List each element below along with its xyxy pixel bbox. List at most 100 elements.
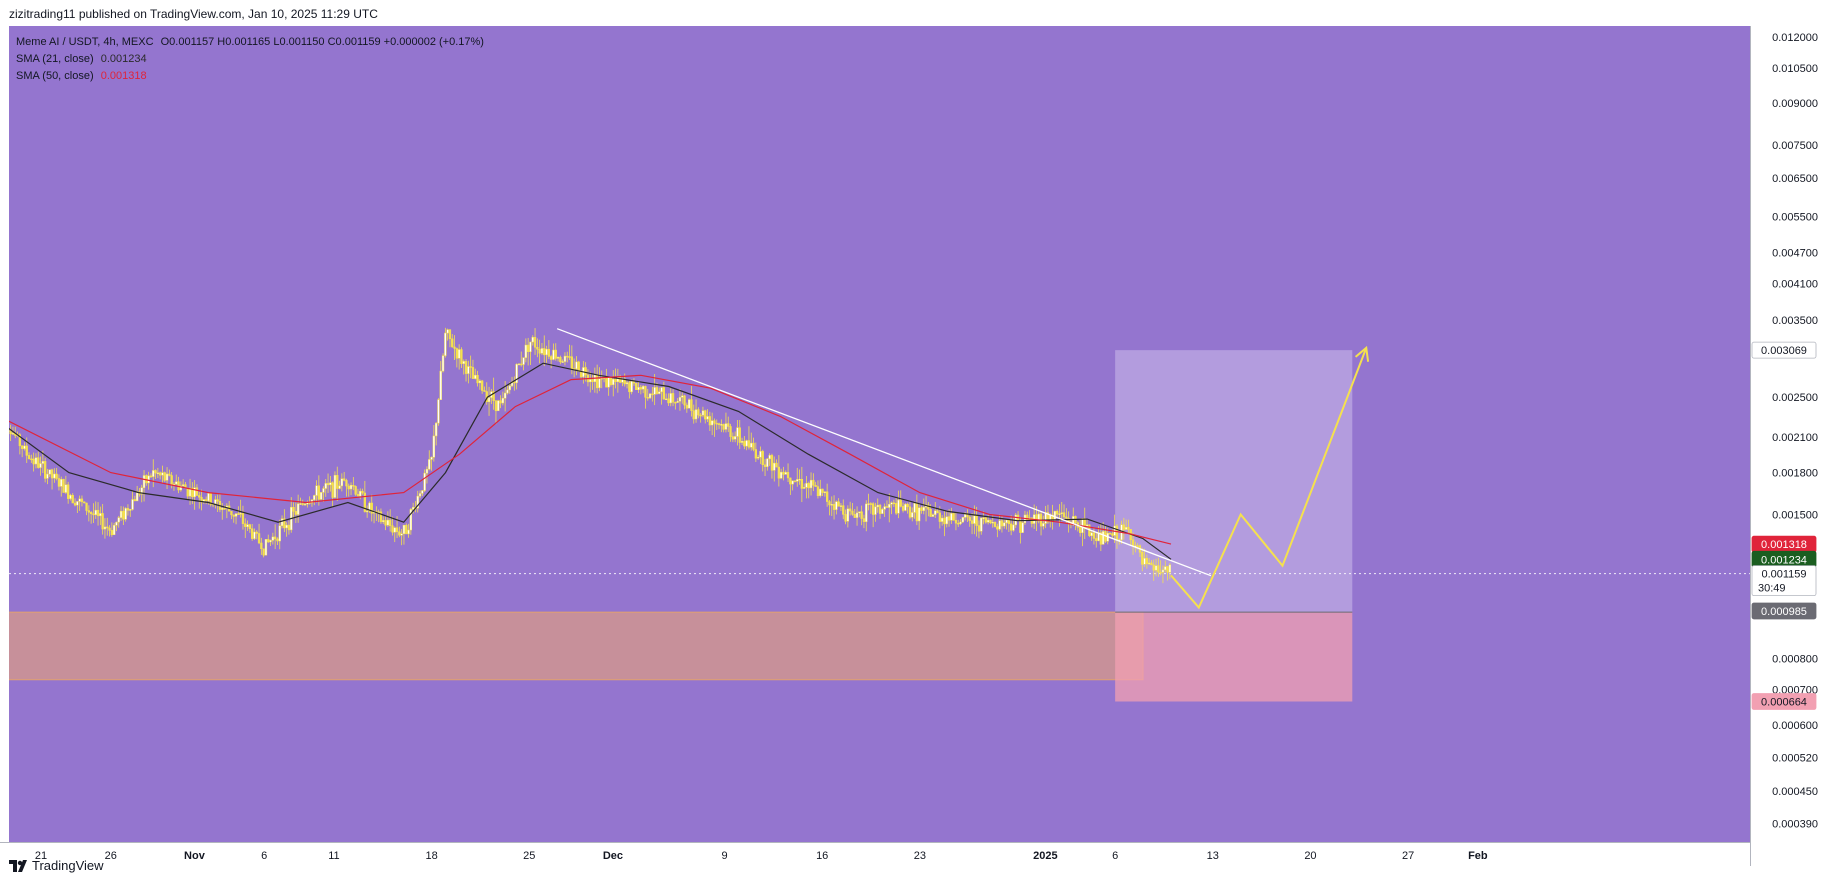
candle-body: [653, 387, 656, 395]
candle-body: [179, 485, 182, 491]
price-tick-label: 0.000520: [1772, 753, 1818, 765]
candle-body: [913, 503, 916, 513]
candle-body: [639, 387, 643, 390]
price-tick-label: 0.000600: [1772, 720, 1818, 732]
candle-body: [471, 367, 475, 379]
candle-body: [980, 517, 983, 532]
sma21-legend[interactable]: SMA (21, close) 0.001234: [16, 51, 484, 68]
candle-body: [908, 506, 912, 518]
candle-body: [232, 514, 235, 517]
time-axis[interactable]: 21 26 Nov 6 11 18 25 Dec 9 16 23 2025 6 13 20 27 Feb: [0, 842, 1750, 867]
candle-body: [697, 409, 700, 416]
candle-body: [559, 356, 562, 363]
price-tick-label: 0.009000: [1772, 98, 1818, 110]
candle-body: [547, 348, 551, 357]
candle-body: [750, 442, 753, 448]
target-zone: [1115, 350, 1353, 613]
sma50-value: 0.001318: [100, 70, 147, 82]
candle-body: [876, 504, 879, 508]
candle-body: [1044, 512, 1047, 524]
candle-body: [1037, 513, 1040, 522]
candle-body: [336, 475, 339, 489]
chart-plot-area[interactable]: [9, 26, 1750, 842]
candle-body: [400, 533, 403, 536]
price-axis[interactable]: 0.012000 0.010500 0.009000 0.007500 0.006500…: [1750, 26, 1835, 842]
candle-body: [957, 522, 960, 525]
candle-body: [793, 480, 797, 483]
time-tick-label: 25: [523, 850, 535, 862]
candle-body: [384, 520, 387, 526]
price-badge-label: 0.000664: [1761, 696, 1807, 708]
candle-body: [550, 356, 553, 360]
candle-body: [294, 511, 298, 515]
candle-body: [1150, 562, 1153, 566]
candle-body: [869, 503, 873, 505]
candle-body: [393, 527, 396, 533]
candle-body: [738, 427, 741, 443]
candle-body: [322, 488, 325, 493]
symbol-name[interactable]: Meme AI / USDT, 4h, MEXC: [16, 36, 154, 48]
candle-body: [285, 524, 288, 529]
candle-body: [409, 509, 413, 531]
candle-body: [814, 485, 817, 487]
candle-body: [1012, 524, 1015, 531]
candle-body: [1003, 522, 1006, 527]
candle-body: [453, 346, 456, 349]
candle-body: [987, 519, 990, 523]
candle-body: [230, 510, 233, 516]
candle-body: [706, 416, 709, 420]
candle-body: [248, 524, 251, 529]
candle-body: [313, 495, 316, 501]
candle-body: [117, 517, 120, 523]
candle-body: [842, 505, 845, 515]
candle-body: [858, 511, 861, 514]
candle-body: [556, 356, 560, 359]
candle-body: [982, 517, 985, 519]
candle-body: [395, 527, 399, 533]
candle-body: [119, 510, 123, 518]
candle-body: [205, 499, 208, 502]
candle-body: [140, 487, 143, 495]
candle-body: [251, 528, 254, 539]
candle-body: [458, 349, 461, 359]
candle-body: [287, 524, 291, 531]
price-badge: [1751, 602, 1817, 620]
candle-body: [53, 473, 56, 479]
candle-body: [57, 478, 61, 487]
candle-body: [959, 521, 962, 525]
time-tick-label: Nov: [184, 850, 206, 862]
candle-body: [1127, 527, 1130, 530]
candle-body: [678, 397, 682, 402]
candle-body: [777, 466, 781, 479]
candle-body: [683, 395, 686, 406]
candle-body: [439, 370, 442, 400]
candle-body: [326, 483, 330, 486]
candle-body: [941, 517, 944, 522]
candle-body: [1159, 571, 1162, 574]
candle-body: [34, 457, 38, 465]
candle-body: [904, 504, 907, 511]
candle-body: [221, 507, 224, 510]
candle-body: [977, 525, 981, 532]
candle-body: [563, 355, 567, 362]
candle-body: [543, 348, 546, 356]
candle-body: [101, 513, 104, 530]
candle-body: [1090, 532, 1093, 536]
candle-body: [945, 516, 948, 525]
candle-body: [757, 456, 760, 459]
price-chart[interactable]: [9, 26, 1750, 842]
sma50-legend[interactable]: SMA (50, close) 0.001318: [16, 68, 484, 85]
time-tick-label: 18: [425, 850, 437, 862]
price-badge: [1751, 341, 1817, 359]
candle-body: [892, 502, 896, 505]
price-tick-label: 0.010500: [1772, 63, 1818, 75]
time-tick-label: 13: [1207, 850, 1219, 862]
candle-body: [849, 508, 852, 512]
tradingview-logo[interactable]: TradingView: [9, 858, 104, 873]
candle-body: [708, 416, 712, 426]
candle-body: [142, 475, 146, 488]
candle-body: [1157, 565, 1160, 573]
candle-body: [1122, 524, 1125, 530]
axis-divider: [1750, 26, 1751, 866]
candle-body: [685, 404, 689, 409]
